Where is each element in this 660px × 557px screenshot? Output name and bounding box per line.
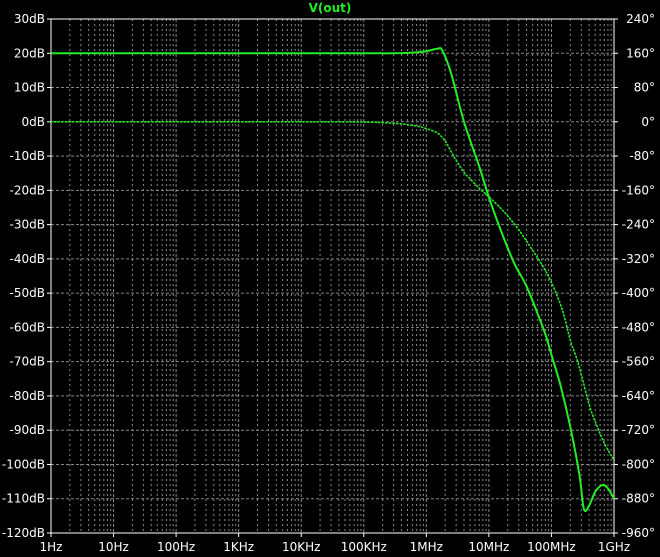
phase-series-line — [50, 120, 615, 461]
right-tick-label: 160° — [626, 46, 655, 60]
right-tick-label: -960° — [622, 526, 655, 540]
x-tick-label: 100Hz — [157, 540, 195, 554]
x-tick-label: 1GHz — [598, 540, 630, 554]
left-tick-label: 10dB — [14, 81, 45, 95]
plot-frame — [50, 18, 615, 534]
right-tick-label: -880° — [622, 492, 655, 506]
left-tick-label: -120dB — [2, 526, 45, 540]
x-tick-label: 1KHz — [223, 540, 254, 554]
left-tick-label: 20dB — [14, 46, 45, 60]
right-tick-label: -240° — [622, 218, 655, 232]
x-tick-label: 1Hz — [40, 540, 63, 554]
right-tick-label: -800° — [622, 457, 655, 471]
right-tick-label: -560° — [622, 355, 655, 369]
right-tick-label: -160° — [622, 183, 655, 197]
magnitude-series-line — [51, 47, 615, 513]
left-tick-label: -10dB — [10, 149, 45, 163]
right-tick-label: -720° — [622, 423, 655, 437]
right-tick-label: -320° — [622, 252, 655, 266]
right-tick-label: 0° — [641, 115, 655, 129]
x-axis-ticks: 1Hz 10Hz 100Hz 1KHz 10KHz 100KHz 1MHz 10MHz 100M… — [40, 533, 630, 554]
x-tick-label: 1MHz — [410, 540, 443, 554]
chart-title: V(out) — [309, 1, 352, 15]
x-tick-label: 10MHz — [468, 540, 509, 554]
left-tick-label: -80dB — [10, 389, 45, 403]
x-tick-label: 100MHz — [527, 540, 576, 554]
right-tick-label: 240° — [626, 12, 655, 26]
left-tick-label: -90dB — [10, 423, 45, 437]
x-tick-label: 10KHz — [282, 540, 320, 554]
x-tick-label: 100KHz — [341, 540, 387, 554]
left-tick-label: -30dB — [10, 218, 45, 232]
left-tick-label: -110dB — [2, 492, 45, 506]
left-tick-label: 0dB — [22, 115, 45, 129]
left-tick-label: -20dB — [10, 183, 45, 197]
right-tick-label: 80° — [634, 81, 655, 95]
grid — [51, 19, 614, 533]
left-tick-label: -70dB — [10, 355, 45, 369]
x-tick-label: 10Hz — [98, 540, 129, 554]
left-tick-label: -100dB — [2, 457, 45, 471]
left-tick-label: -50dB — [10, 286, 45, 300]
right-tick-label: -400° — [622, 286, 655, 300]
left-tick-label: -60dB — [10, 320, 45, 334]
left-axis-ticks: 30dB 20dB 10dB 0dB -10dB -20dB -30dB -40dB -50dB… — [2, 12, 51, 540]
left-tick-label: 30dB — [14, 12, 45, 26]
right-axis-ticks: 240° 160° 80° 0° -80° -160° -240° -320° -400° -48… — [614, 12, 655, 540]
right-tick-label: -80° — [629, 149, 655, 163]
right-tick-label: -640° — [622, 389, 655, 403]
series-group — [50, 47, 615, 513]
right-tick-label: -480° — [622, 320, 655, 334]
left-tick-label: -40dB — [10, 252, 45, 266]
